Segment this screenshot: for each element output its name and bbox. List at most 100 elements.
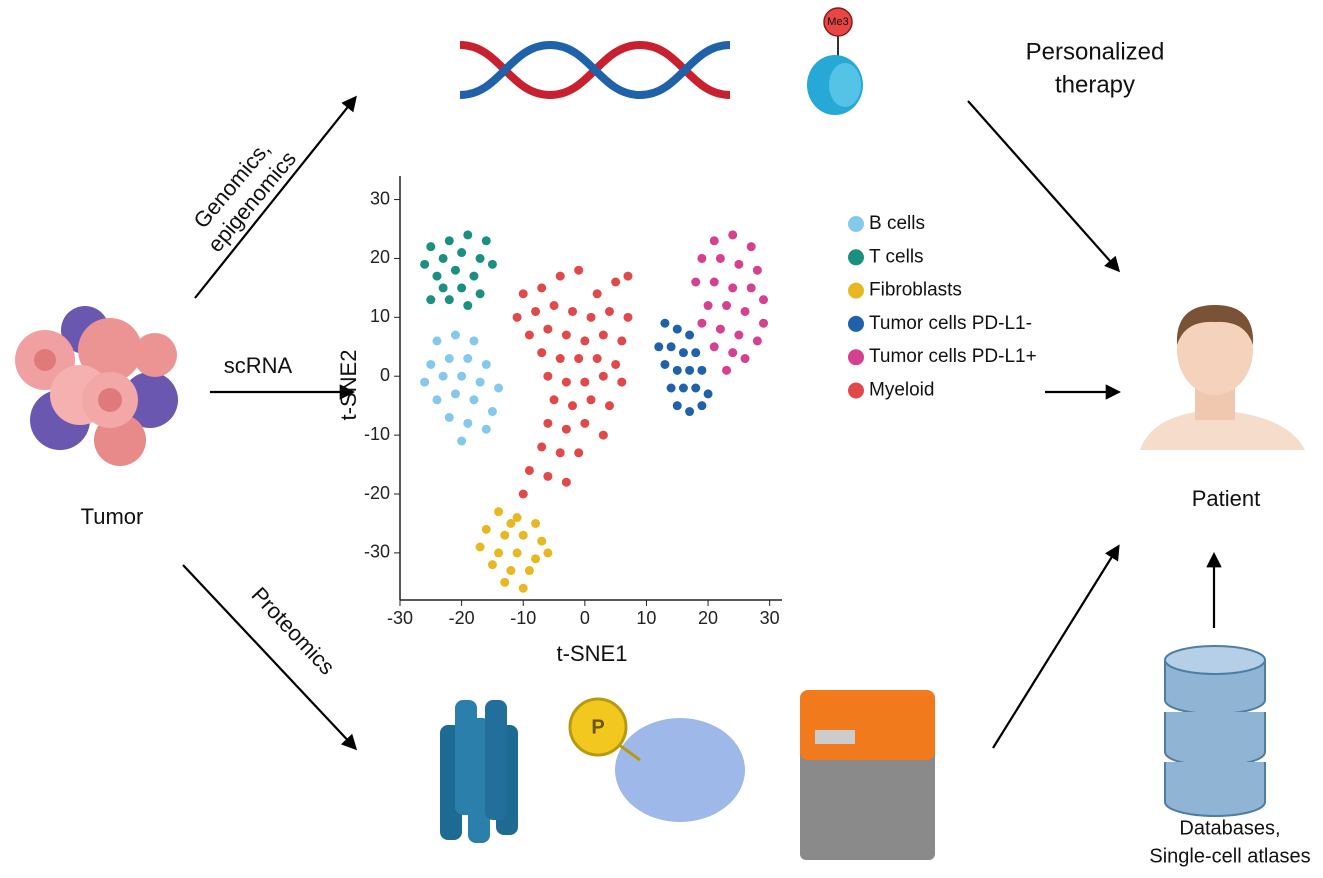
point	[568, 401, 578, 411]
point	[598, 371, 608, 381]
point	[444, 354, 454, 364]
point	[617, 377, 627, 387]
point	[703, 389, 713, 399]
point	[457, 248, 467, 258]
point	[685, 330, 695, 340]
point	[746, 242, 756, 252]
point	[426, 242, 436, 252]
point	[611, 277, 621, 287]
arrows	[182, 95, 1222, 751]
point	[691, 348, 701, 358]
point	[481, 359, 491, 369]
point	[438, 371, 448, 381]
point	[432, 395, 442, 405]
point	[604, 401, 614, 411]
point	[475, 253, 485, 263]
point	[709, 277, 719, 287]
point	[457, 436, 467, 446]
point	[438, 253, 448, 263]
point	[481, 236, 491, 246]
tumor-label: Tumor	[81, 504, 144, 529]
point	[734, 259, 744, 269]
point	[678, 383, 688, 393]
patient-icon	[1140, 305, 1305, 450]
y-axis-label: t-SNE2	[336, 350, 361, 421]
point	[759, 318, 769, 328]
point	[512, 513, 522, 523]
y-tick-label: 10	[370, 306, 390, 326]
x-tick-label: -20	[449, 608, 475, 628]
point	[685, 407, 695, 417]
point	[598, 430, 608, 440]
point	[438, 283, 448, 293]
point	[481, 424, 491, 434]
x-tick-label: 10	[636, 608, 656, 628]
point	[457, 283, 467, 293]
point	[722, 301, 732, 311]
point	[728, 230, 738, 240]
point	[660, 318, 670, 328]
point	[586, 395, 596, 405]
point	[543, 324, 553, 334]
point	[728, 348, 738, 358]
point	[568, 306, 578, 316]
point	[759, 295, 769, 305]
legend-label: Fibroblasts	[869, 280, 962, 301]
point	[537, 283, 547, 293]
legend-label: Tumor cells PD-L1+	[869, 346, 1037, 367]
point	[728, 283, 738, 293]
point	[691, 277, 701, 287]
point	[543, 418, 553, 428]
point	[752, 265, 762, 275]
point	[543, 371, 553, 381]
point	[543, 548, 553, 558]
point	[561, 424, 571, 434]
point	[666, 383, 676, 393]
point	[469, 336, 479, 346]
arrow	[194, 95, 357, 299]
point	[672, 365, 682, 375]
point	[611, 359, 621, 369]
point	[463, 230, 473, 240]
point	[752, 336, 762, 346]
phospho-label: P	[591, 716, 604, 738]
point	[740, 354, 750, 364]
point	[543, 471, 553, 481]
me3-label: Me3	[827, 16, 848, 28]
point	[623, 312, 633, 322]
legend-label: T cells	[869, 246, 924, 267]
point	[432, 271, 442, 281]
point	[432, 336, 442, 346]
point	[574, 354, 584, 364]
point	[487, 560, 497, 570]
point	[561, 330, 571, 340]
point	[469, 271, 479, 281]
point	[537, 536, 547, 546]
point	[715, 253, 725, 263]
point	[666, 342, 676, 352]
point	[420, 377, 430, 387]
point	[518, 530, 528, 540]
x-tick-label: 0	[580, 608, 590, 628]
y-tick-label: -30	[364, 542, 390, 562]
legend-swatch	[848, 216, 864, 232]
point	[506, 518, 516, 528]
point	[580, 377, 590, 387]
point	[598, 330, 608, 340]
point	[494, 507, 504, 517]
point	[524, 566, 534, 576]
nucleosome-icon: Me3	[807, 7, 863, 115]
point	[697, 318, 707, 328]
point	[475, 542, 485, 552]
legend-swatch	[848, 349, 864, 366]
point	[450, 265, 460, 275]
point	[506, 566, 516, 576]
point	[697, 365, 707, 375]
point	[531, 554, 541, 564]
point	[678, 348, 688, 358]
legend-label: Myeloid	[869, 380, 934, 401]
point	[475, 377, 485, 387]
point	[740, 306, 750, 316]
point	[500, 577, 510, 587]
point	[672, 324, 682, 334]
